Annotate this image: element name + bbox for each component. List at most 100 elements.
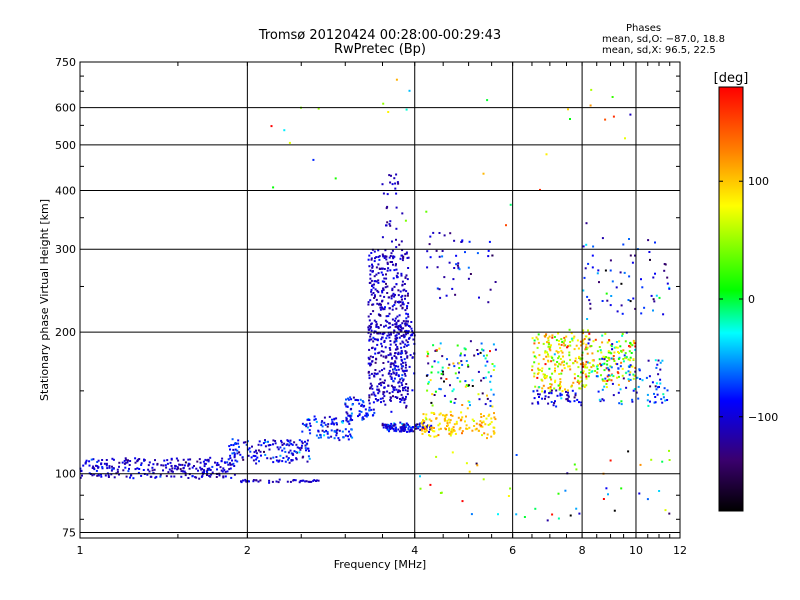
data-point bbox=[330, 422, 333, 425]
data-point bbox=[428, 418, 431, 421]
data-point bbox=[376, 372, 379, 375]
data-point bbox=[560, 349, 563, 352]
data-point bbox=[643, 306, 646, 309]
data-point bbox=[236, 449, 239, 452]
data-point bbox=[523, 516, 526, 518]
data-point bbox=[291, 459, 294, 462]
data-point bbox=[304, 440, 306, 443]
data-point bbox=[167, 471, 170, 474]
data-point bbox=[410, 327, 413, 330]
data-point bbox=[480, 379, 483, 382]
data-point bbox=[571, 389, 574, 392]
data-point bbox=[601, 398, 604, 401]
data-point bbox=[406, 278, 409, 281]
data-point bbox=[140, 474, 143, 477]
data-point bbox=[589, 104, 592, 107]
data-point bbox=[411, 426, 414, 428]
data-point bbox=[617, 372, 620, 375]
data-point bbox=[377, 291, 380, 294]
data-point bbox=[435, 435, 438, 438]
data-point bbox=[607, 356, 610, 359]
data-point bbox=[341, 421, 344, 424]
data-point bbox=[553, 336, 556, 338]
data-point bbox=[215, 476, 218, 478]
data-point bbox=[563, 339, 566, 342]
data-point bbox=[491, 363, 494, 365]
data-point bbox=[369, 277, 372, 280]
data-point bbox=[456, 377, 459, 379]
x-tick-label: 8 bbox=[579, 544, 586, 557]
data-point bbox=[618, 352, 620, 355]
data-point bbox=[373, 319, 376, 322]
data-point bbox=[287, 458, 289, 461]
data-point bbox=[551, 334, 554, 337]
data-point bbox=[403, 372, 406, 375]
data-point bbox=[637, 397, 640, 400]
data-point bbox=[487, 371, 490, 374]
data-point bbox=[105, 464, 108, 467]
data-point bbox=[610, 352, 613, 355]
data-point bbox=[272, 186, 275, 189]
data-point bbox=[582, 332, 584, 335]
data-point bbox=[179, 463, 182, 466]
data-point bbox=[245, 443, 248, 446]
data-point bbox=[112, 458, 115, 461]
data-point bbox=[400, 399, 403, 401]
data-point bbox=[401, 340, 404, 343]
data-point bbox=[383, 379, 386, 382]
legend-line-x: mean, sd,X: 96.5, 22.5 bbox=[602, 45, 716, 56]
data-point bbox=[446, 419, 449, 422]
data-point bbox=[405, 290, 408, 293]
data-point bbox=[560, 338, 563, 341]
data-point bbox=[305, 423, 308, 426]
data-point bbox=[584, 267, 587, 270]
data-point bbox=[573, 348, 576, 351]
data-point bbox=[567, 391, 569, 394]
data-point bbox=[130, 474, 133, 477]
data-point bbox=[659, 368, 662, 371]
data-point bbox=[534, 507, 537, 510]
data-point bbox=[481, 425, 484, 428]
data-point bbox=[383, 308, 386, 311]
data-point bbox=[307, 480, 310, 483]
data-point bbox=[388, 336, 391, 339]
data-point bbox=[424, 416, 427, 419]
data-point bbox=[542, 342, 545, 345]
data-point bbox=[386, 205, 389, 208]
data-point bbox=[401, 327, 403, 330]
data-point bbox=[305, 425, 308, 428]
data-point bbox=[445, 428, 447, 431]
data-point bbox=[617, 383, 620, 386]
data-point bbox=[323, 421, 326, 424]
data-point bbox=[101, 467, 104, 470]
data-point bbox=[439, 342, 442, 345]
data-point bbox=[394, 264, 397, 267]
data-point bbox=[419, 428, 422, 431]
data-point bbox=[568, 354, 571, 357]
data-point bbox=[290, 442, 293, 445]
x-tick-label: 2 bbox=[244, 544, 251, 557]
data-point bbox=[463, 354, 466, 357]
data-point bbox=[229, 467, 232, 470]
data-point bbox=[649, 258, 651, 261]
data-point bbox=[393, 330, 396, 333]
data-point bbox=[660, 398, 663, 401]
data-point bbox=[612, 115, 615, 118]
data-point bbox=[380, 350, 383, 353]
data-point bbox=[489, 422, 492, 425]
data-point bbox=[335, 417, 338, 420]
data-point bbox=[284, 460, 287, 463]
data-point bbox=[378, 351, 381, 354]
data-point bbox=[582, 365, 584, 368]
data-point bbox=[361, 403, 364, 406]
data-point bbox=[373, 330, 376, 333]
data-point bbox=[472, 420, 475, 422]
data-point bbox=[252, 480, 255, 483]
data-point bbox=[402, 378, 405, 381]
data-point bbox=[372, 292, 375, 294]
data-point bbox=[307, 455, 310, 458]
data-point bbox=[412, 430, 415, 433]
plot-frame bbox=[79, 61, 681, 539]
data-point bbox=[317, 107, 320, 110]
data-point bbox=[544, 335, 547, 338]
